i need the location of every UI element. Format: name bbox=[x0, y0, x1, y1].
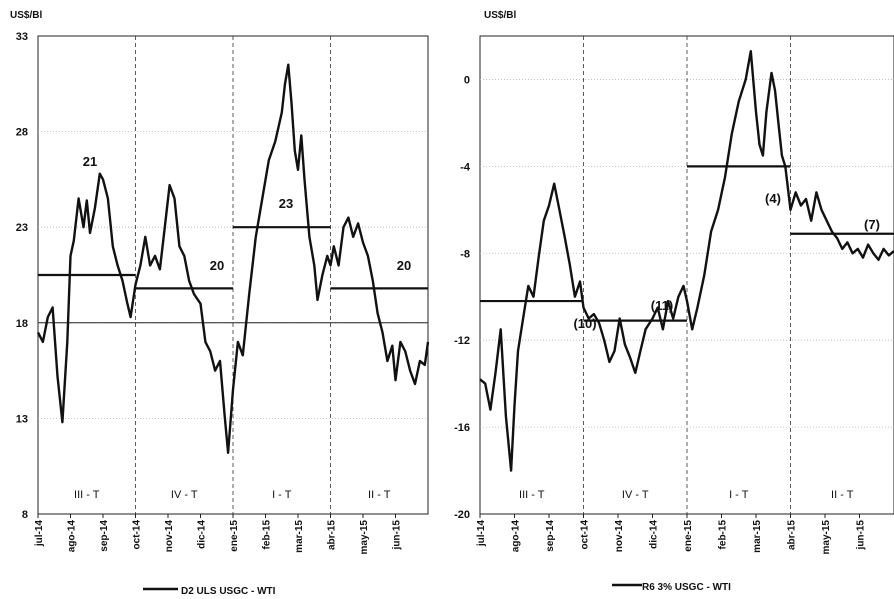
x-tick-label: oct-14 bbox=[580, 520, 591, 550]
quarter-label: IV - T bbox=[171, 489, 198, 501]
quarter-label: I - T bbox=[729, 489, 749, 501]
x-tick-label: may-15 bbox=[821, 520, 832, 555]
quarter-label: II - T bbox=[831, 489, 854, 501]
x-tick-label: mar-15 bbox=[294, 520, 305, 553]
y-tick-label: 0 bbox=[464, 74, 470, 86]
x-tick-label: jun-15 bbox=[392, 520, 403, 551]
series-line bbox=[36, 63, 430, 454]
quarter-average-label: (10) bbox=[573, 316, 596, 331]
x-tick-label: dic-14 bbox=[197, 520, 208, 549]
quarter-label: III - T bbox=[519, 489, 545, 501]
chart-2: -20 -16 -12 -8 -4 0 US$/Bl jul-14 ago-14 sep-14 oc… bbox=[454, 10, 894, 593]
x-tick-label: ago-14 bbox=[511, 520, 522, 553]
quarter-label: I - T bbox=[272, 489, 292, 501]
x-tick-label: oct-14 bbox=[132, 520, 143, 550]
x-tick-label: abr-15 bbox=[787, 520, 798, 550]
legend-label: D2 ULS USGC - WTI bbox=[181, 586, 276, 594]
y-tick-label: -4 bbox=[460, 161, 471, 173]
legend-label: R6 3% USGC - WTI bbox=[642, 582, 731, 593]
x-tick-label: jun-15 bbox=[856, 520, 867, 551]
quarter-label: III - T bbox=[74, 489, 100, 501]
y-tick-label: -20 bbox=[454, 509, 470, 521]
quarter-average-label: 20 bbox=[210, 258, 224, 273]
x-tick-label: ago-14 bbox=[67, 520, 78, 553]
x-tick-label: ene-15 bbox=[229, 520, 240, 552]
x-tick-label: mar-15 bbox=[752, 520, 763, 553]
x-tick-label: ene-15 bbox=[683, 520, 694, 552]
x-tick-label: sep-14 bbox=[545, 520, 556, 552]
quarter-label: IV - T bbox=[622, 489, 649, 501]
x-tick-label: nov-14 bbox=[164, 520, 175, 553]
y-tick-label: -16 bbox=[454, 422, 470, 434]
x-tick-label: jul-14 bbox=[34, 520, 45, 548]
x-tick-label: dic-14 bbox=[649, 520, 660, 549]
series-line bbox=[479, 50, 894, 472]
y-tick-label: 8 bbox=[22, 509, 28, 521]
x-tick-label: abr-15 bbox=[327, 520, 338, 550]
chart-1: 8 13 18 23 28 33 US$/Bl jul-14 ago-14 sep-14 oct-1… bbox=[10, 10, 430, 597]
x-tick-label: nov-14 bbox=[614, 520, 625, 553]
y-axis-label: US$/Bl bbox=[484, 10, 516, 21]
y-tick-label: 13 bbox=[16, 413, 28, 425]
quarter-average-label: 20 bbox=[397, 258, 411, 273]
y-tick-label: 28 bbox=[16, 127, 28, 139]
quarter-average-label: 23 bbox=[279, 196, 293, 211]
x-tick-label: sep-14 bbox=[99, 520, 110, 552]
x-tick-label: may-15 bbox=[359, 520, 370, 555]
y-tick-label: -8 bbox=[460, 248, 470, 260]
quarter-label: II - T bbox=[368, 489, 391, 501]
quarter-average-label: (4) bbox=[765, 191, 781, 206]
quarter-average-label: 21 bbox=[83, 154, 97, 169]
x-tick-label: jul-14 bbox=[476, 520, 487, 548]
y-tick-label: 18 bbox=[16, 318, 28, 330]
x-tick-label: feb-15 bbox=[718, 520, 729, 550]
x-tick-label: feb-15 bbox=[262, 520, 273, 550]
y-tick-label: 33 bbox=[16, 31, 28, 43]
y-tick-label: -12 bbox=[454, 335, 470, 347]
y-tick-label: 23 bbox=[16, 222, 28, 234]
quarter-average-label: (7) bbox=[864, 217, 880, 232]
y-axis-label: US$/Bl bbox=[10, 10, 42, 21]
